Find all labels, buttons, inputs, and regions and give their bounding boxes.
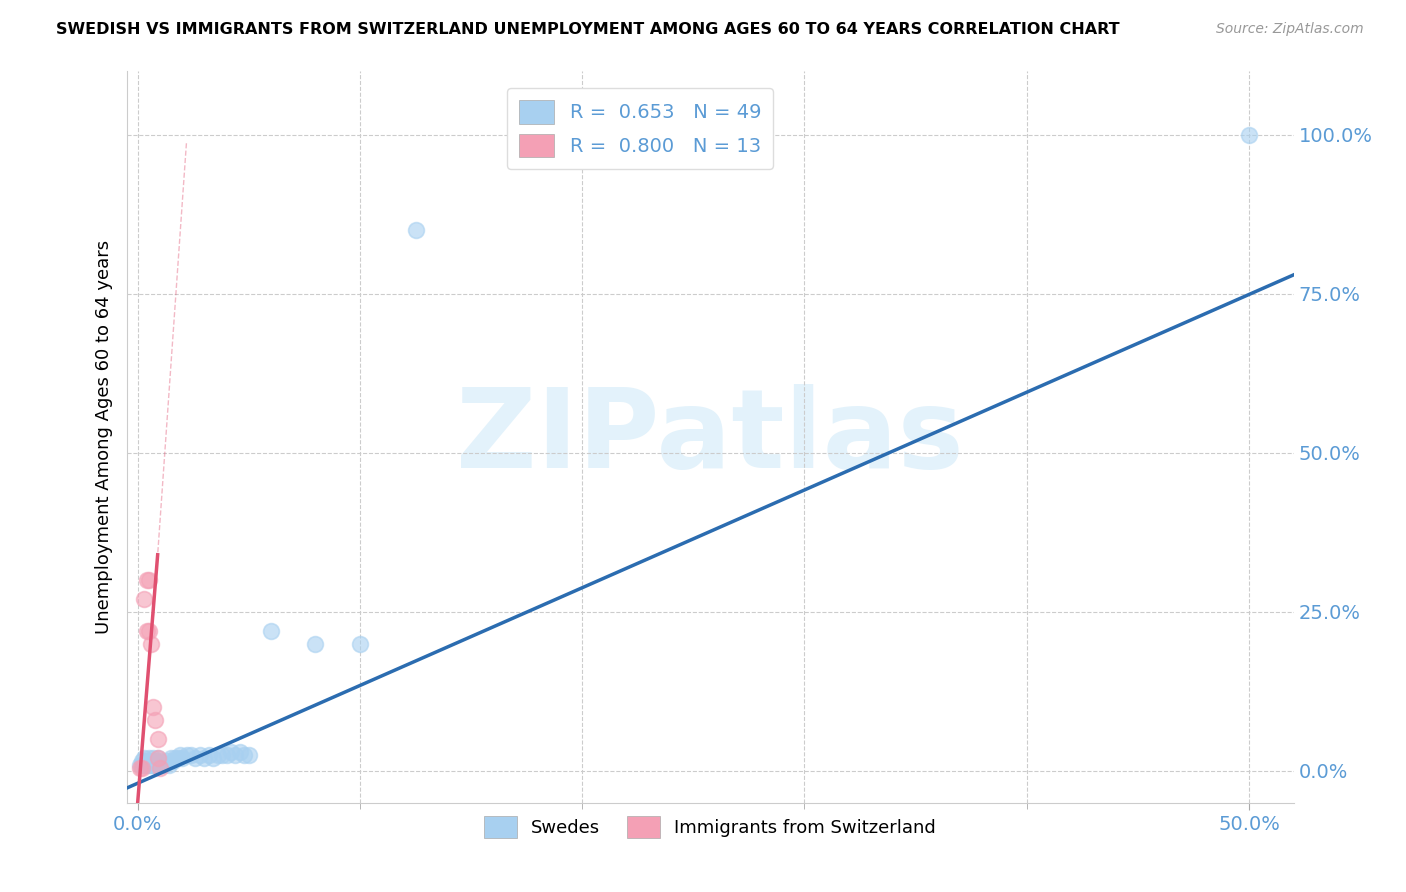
Point [149, 757, 172, 772]
Point [304, 637, 326, 651]
Point [224, 748, 246, 763]
Point [134, 757, 156, 772]
Point [131, 755, 153, 769]
Point [145, 755, 167, 769]
Point [260, 624, 283, 638]
Point [229, 745, 252, 759]
Point [135, 624, 157, 638]
Point [146, 757, 169, 772]
Point [238, 748, 260, 763]
Point [145, 757, 167, 772]
Point [193, 751, 215, 765]
Point [139, 755, 162, 769]
Point [149, 761, 172, 775]
Point [160, 751, 183, 765]
Point [153, 757, 176, 772]
Point [155, 755, 177, 769]
Point [138, 757, 160, 772]
Point [142, 757, 165, 772]
Point [349, 637, 371, 651]
Point [134, 751, 156, 765]
Point [131, 757, 153, 772]
Point [219, 745, 242, 759]
Point [146, 751, 169, 765]
Point [149, 755, 172, 769]
Point [146, 751, 169, 765]
Text: SWEDISH VS IMMIGRANTS FROM SWITZERLAND UNEMPLOYMENT AMONG AGES 60 TO 64 YEARS CO: SWEDISH VS IMMIGRANTS FROM SWITZERLAND U… [56, 22, 1119, 37]
Point [169, 748, 191, 763]
Point [202, 751, 225, 765]
Point [139, 757, 162, 772]
Point [405, 223, 427, 237]
Point [138, 624, 160, 638]
Point [128, 761, 150, 775]
Point [145, 713, 167, 727]
Point [135, 755, 157, 769]
Legend: Swedes, Immigrants from Switzerland: Swedes, Immigrants from Switzerland [477, 808, 943, 845]
Text: Source: ZipAtlas.com: Source: ZipAtlas.com [1216, 22, 1364, 37]
Point [211, 748, 233, 763]
Point [142, 700, 165, 714]
Y-axis label: Unemployment Among Ages 60 to 64 years: Unemployment Among Ages 60 to 64 years [94, 240, 112, 634]
Point [165, 751, 187, 765]
Point [150, 757, 173, 772]
Text: ZIPatlas: ZIPatlas [456, 384, 965, 491]
Point [215, 748, 238, 763]
Point [188, 748, 211, 763]
Point [138, 573, 160, 587]
Point [162, 755, 184, 769]
Point [180, 748, 202, 763]
Point [135, 757, 157, 772]
Point [197, 748, 219, 763]
Point [146, 732, 169, 747]
Point [172, 751, 194, 765]
Point [134, 592, 156, 607]
Point [128, 757, 150, 772]
Point [138, 751, 160, 765]
Point [176, 748, 198, 763]
Point [1237, 128, 1260, 142]
Point [166, 751, 188, 765]
Point [142, 751, 165, 765]
Point [233, 748, 256, 763]
Point [184, 751, 207, 765]
Point [207, 748, 229, 763]
Point [135, 573, 157, 587]
Point [139, 637, 162, 651]
Point [131, 761, 153, 775]
Point [157, 757, 180, 772]
